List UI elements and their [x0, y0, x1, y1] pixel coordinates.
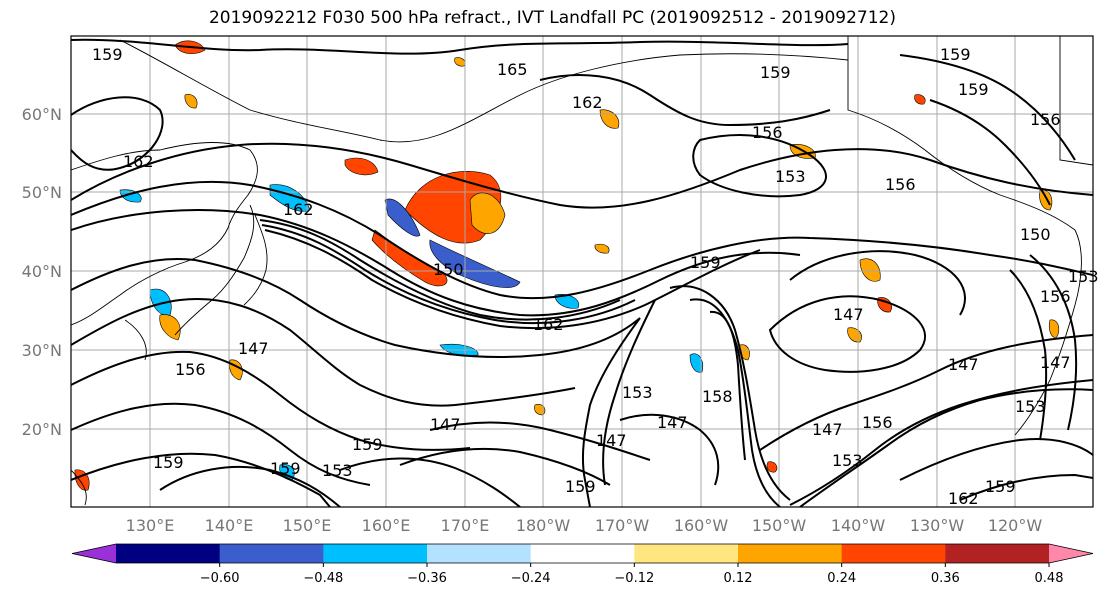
lat-label: 50°N — [22, 183, 62, 202]
map-title: 2019092212 F030 500 hPa refract., IVT La… — [208, 8, 896, 28]
colorbar-tick-label: 0.48 — [1035, 571, 1064, 586]
contour-label: 153 — [622, 383, 653, 402]
contour-label: 153 — [322, 461, 353, 480]
colorbar-tick-label: 0.12 — [724, 571, 753, 586]
contour-label: 153 — [832, 451, 863, 470]
contour-label: 162 — [948, 489, 979, 508]
contour-label: 147 — [596, 431, 627, 450]
lat-label: 60°N — [22, 105, 62, 124]
longitude-labels: 130°E 140°E 150°E 160°E 170°E 180°W 170°… — [126, 516, 1043, 535]
colorbar-segment — [427, 544, 532, 563]
contour-label: 159 — [985, 477, 1016, 496]
lon-label: 160°W — [674, 516, 729, 535]
graticule — [71, 36, 1093, 507]
lat-label: 20°N — [22, 420, 62, 439]
contour-label: 147 — [430, 415, 461, 434]
lon-label: 130°E — [126, 516, 175, 535]
contour-label: 156 — [862, 413, 893, 432]
contour-label: 147 — [238, 339, 269, 358]
contour-label: 156 — [752, 123, 783, 142]
contour-label: 158 — [702, 387, 733, 406]
contour-label: 159 — [153, 453, 184, 472]
map-frame — [70, 35, 1094, 508]
contour-label: 159 — [940, 45, 971, 64]
colorbar-tick-label: −0.60 — [200, 571, 240, 586]
colorbar-tick-label: −0.24 — [511, 571, 551, 586]
contour-labels: 159 165 159 159 159 162 162 156 153 156 … — [92, 45, 1099, 508]
colorbar-segment — [634, 544, 739, 563]
contour-label: 150 — [433, 260, 464, 279]
lon-label: 150°E — [283, 516, 332, 535]
lon-label: 140°E — [205, 516, 254, 535]
colorbar-segment — [738, 544, 843, 563]
contour-label: 159 — [270, 459, 301, 478]
lon-label: 170°E — [441, 516, 490, 535]
colorbar-segment — [945, 544, 1050, 563]
colorbar-segment — [323, 544, 428, 563]
colorbar-segment — [116, 544, 221, 563]
contour-label: 159 — [760, 63, 791, 82]
contour-label: 156 — [1030, 110, 1061, 129]
contour-label: 156 — [1040, 287, 1071, 306]
lon-label: 130°W — [910, 516, 965, 535]
contour-label: 153 — [1015, 397, 1046, 416]
contour-label: 162 — [533, 315, 564, 334]
colorbar-extend-high — [1049, 544, 1093, 563]
contour-label: 150 — [1020, 225, 1051, 244]
latitude-labels: 60°N 50°N 40°N 30°N 20°N — [22, 105, 62, 439]
colorbar-segment — [219, 544, 324, 563]
colorbar-outline — [71, 543, 1094, 564]
height-contours — [71, 38, 1093, 507]
contour-label: 147 — [812, 420, 843, 439]
contour-label: 159 — [565, 477, 596, 496]
colorbar-tick-label: 0.24 — [827, 571, 856, 586]
lat-label: 30°N — [22, 341, 62, 360]
contour-label: 159 — [352, 435, 383, 454]
contour-label: 156 — [175, 360, 206, 379]
colorbar-segment — [841, 544, 946, 563]
colorbar-tick-label: 0.36 — [931, 571, 960, 586]
colorbar-segment — [530, 544, 635, 563]
contour-label: 159 — [92, 45, 123, 64]
lon-label: 150°W — [752, 516, 807, 535]
contour-label: 147 — [948, 355, 979, 374]
contour-label: 165 — [497, 60, 528, 79]
lat-label: 40°N — [22, 262, 62, 281]
lon-label: 180°W — [516, 516, 571, 535]
lon-label: 140°W — [831, 516, 886, 535]
contour-label: 162 — [572, 93, 603, 112]
contour-label: 162 — [283, 200, 314, 219]
contour-label: 162 — [123, 152, 154, 171]
contour-label: 147 — [1040, 353, 1071, 372]
lon-label: 120°W — [988, 516, 1043, 535]
contour-label: 153 — [1068, 267, 1099, 286]
contour-label: 147 — [833, 305, 864, 324]
coastlines — [71, 36, 1093, 506]
lon-label: 170°W — [595, 516, 650, 535]
colorbar-extend-low — [72, 544, 116, 563]
contour-label: 147 — [657, 413, 688, 432]
lon-label: 160°E — [362, 516, 411, 535]
contour-label: 156 — [885, 175, 916, 194]
contour-label: 159 — [690, 253, 721, 272]
colorbar-tick-label: −0.36 — [407, 571, 447, 586]
contour-label: 153 — [775, 167, 806, 186]
contour-label: 159 — [958, 80, 989, 99]
colorbar-tick-label: −0.48 — [303, 571, 343, 586]
colorbar-tick-label: −0.12 — [614, 571, 654, 586]
colorbar: −0.60 −0.48 −0.36 −0.24 −0.12 0.12 0.24 0.36 0.4… — [71, 543, 1094, 586]
